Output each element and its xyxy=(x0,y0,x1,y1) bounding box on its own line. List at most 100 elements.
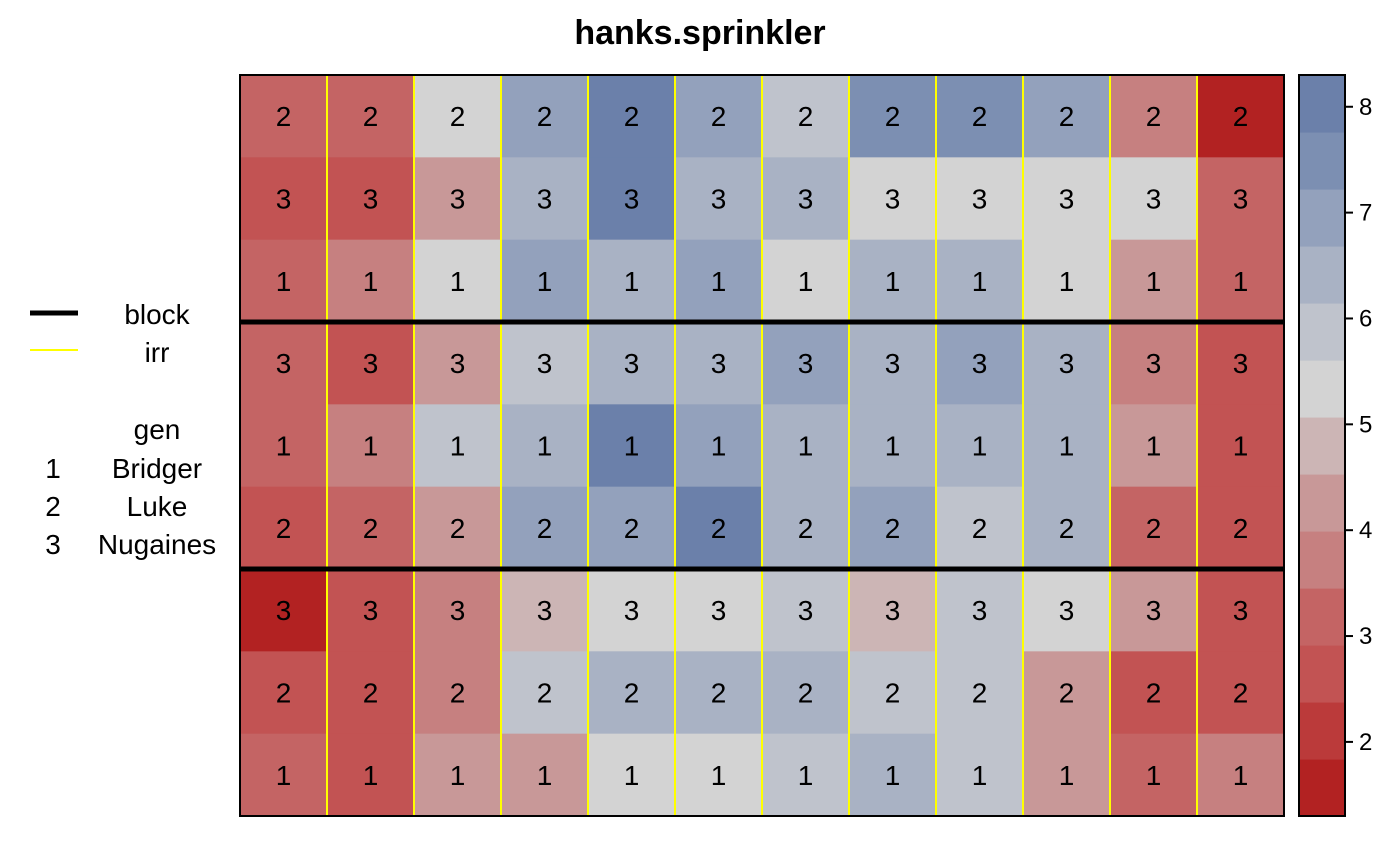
heatmap-cell xyxy=(1023,569,1111,652)
cell-gen-label: 2 xyxy=(711,101,727,132)
heatmap-cell xyxy=(240,651,328,735)
cell-gen-label: 1 xyxy=(1233,431,1249,462)
heatmap-cell xyxy=(762,486,850,570)
heatmap-cell xyxy=(414,404,502,488)
cell-labels: 2 2 2 2 2 2 2 2 2 2 2 2 3 3 3 3 3 3 3 3 3 3 3 3 1 1 1 1 1 1 1 1 1 1 1 1 3 3 3 3… xyxy=(276,101,1249,791)
cell-gen-label: 3 xyxy=(885,348,901,379)
cell-gen-label: 2 xyxy=(972,513,988,544)
cell-gen-label: 3 xyxy=(798,595,814,626)
heatmap-cell xyxy=(936,239,1024,323)
cell-gen-label: 3 xyxy=(624,184,640,215)
heatmap-cell xyxy=(240,569,328,652)
heatmap-cell xyxy=(675,733,763,817)
heatmap-cell xyxy=(588,651,676,735)
heatmap-cell xyxy=(675,404,763,488)
cell-gen-label: 3 xyxy=(885,595,901,626)
heatmap-cell xyxy=(1110,733,1198,817)
heatmap-cell xyxy=(936,733,1024,817)
cell-gen-label: 2 xyxy=(624,513,640,544)
cell-gen-label: 3 xyxy=(798,184,814,215)
heatmap-cell xyxy=(1110,404,1198,488)
colorbar-band xyxy=(1299,759,1345,817)
cell-gen-label: 2 xyxy=(1146,101,1162,132)
heatmap-cell xyxy=(849,322,937,405)
cell-gen-label: 2 xyxy=(450,678,466,709)
cell-gen-label: 2 xyxy=(450,101,466,132)
cell-gen-label: 1 xyxy=(798,760,814,791)
cell-gen-label: 2 xyxy=(276,678,292,709)
heatmap-cell xyxy=(936,404,1024,488)
heatmap-cell xyxy=(1110,569,1198,652)
legend-gen-code: 2 xyxy=(45,491,61,522)
cell-gen-label: 2 xyxy=(885,678,901,709)
cell-gen-label: 2 xyxy=(1059,678,1075,709)
heatmap-cells xyxy=(240,75,1285,817)
heatmap-cell xyxy=(240,75,328,158)
cell-gen-label: 2 xyxy=(1233,513,1249,544)
cell-gen-label: 3 xyxy=(711,184,727,215)
heatmap-cell xyxy=(414,733,502,817)
heatmap-cell xyxy=(762,569,850,652)
cell-gen-label: 2 xyxy=(972,678,988,709)
heatmap-cell xyxy=(588,239,676,323)
heatmap-cell xyxy=(849,651,937,735)
cell-gen-label: 1 xyxy=(537,760,553,791)
cell-gen-label: 1 xyxy=(276,760,292,791)
heatmap-cell xyxy=(240,322,328,405)
heatmap-cell xyxy=(414,651,502,735)
heatmap-cell xyxy=(936,651,1024,735)
cell-gen-label: 2 xyxy=(1146,678,1162,709)
heatmap-cell xyxy=(501,733,589,817)
cell-gen-label: 1 xyxy=(1059,266,1075,297)
colorbar-band xyxy=(1299,474,1345,532)
heatmap-cell xyxy=(240,404,328,488)
cell-gen-label: 1 xyxy=(1059,760,1075,791)
cell-gen-label: 3 xyxy=(450,595,466,626)
plot-border xyxy=(239,74,1285,817)
cell-gen-label: 3 xyxy=(537,184,553,215)
heatmap-cell xyxy=(327,651,415,735)
heatmap-cell xyxy=(675,239,763,323)
heatmap-cell xyxy=(849,404,937,488)
cell-gen-label: 1 xyxy=(798,431,814,462)
colorbar-band xyxy=(1299,588,1345,646)
heatmap-cell xyxy=(501,486,589,570)
heatmap-cell xyxy=(588,322,676,405)
heatmap-cell xyxy=(588,569,676,652)
cell-gen-label: 2 xyxy=(1146,513,1162,544)
heatmap-cell xyxy=(501,75,589,158)
heatmap-cell xyxy=(849,733,937,817)
cell-gen-label: 2 xyxy=(363,513,379,544)
legend-gen-name: Nugaines xyxy=(98,529,216,560)
heatmap-cell xyxy=(762,404,850,488)
heatmap-cell xyxy=(849,239,937,323)
heatmap-cell xyxy=(675,651,763,735)
colorbar-band xyxy=(1299,702,1345,760)
legend-gen-heading: gen xyxy=(134,414,181,445)
cell-gen-label: 1 xyxy=(1059,431,1075,462)
colorbar-band xyxy=(1299,417,1345,475)
cell-gen-label: 3 xyxy=(450,348,466,379)
heatmap-cell xyxy=(1197,239,1285,323)
legend-gen-name: Bridger xyxy=(112,453,202,484)
cell-gen-label: 3 xyxy=(537,595,553,626)
cell-gen-label: 2 xyxy=(276,101,292,132)
heatmap-cell xyxy=(414,239,502,323)
cell-gen-label: 2 xyxy=(1233,101,1249,132)
cell-gen-label: 2 xyxy=(798,678,814,709)
heatmap-cell xyxy=(327,569,415,652)
cell-gen-label: 1 xyxy=(537,266,553,297)
cell-gen-label: 3 xyxy=(624,348,640,379)
heatmap-cell xyxy=(849,569,937,652)
cell-gen-label: 3 xyxy=(1233,595,1249,626)
heatmap-cell xyxy=(327,404,415,488)
heatmap-cell xyxy=(675,569,763,652)
cell-gen-label: 1 xyxy=(711,266,727,297)
heatmap-cell xyxy=(501,569,589,652)
cell-gen-label: 3 xyxy=(363,348,379,379)
cell-gen-label: 1 xyxy=(1146,760,1162,791)
heatmap-cell xyxy=(588,733,676,817)
heatmap-cell xyxy=(1023,157,1111,241)
cell-gen-label: 1 xyxy=(537,431,553,462)
